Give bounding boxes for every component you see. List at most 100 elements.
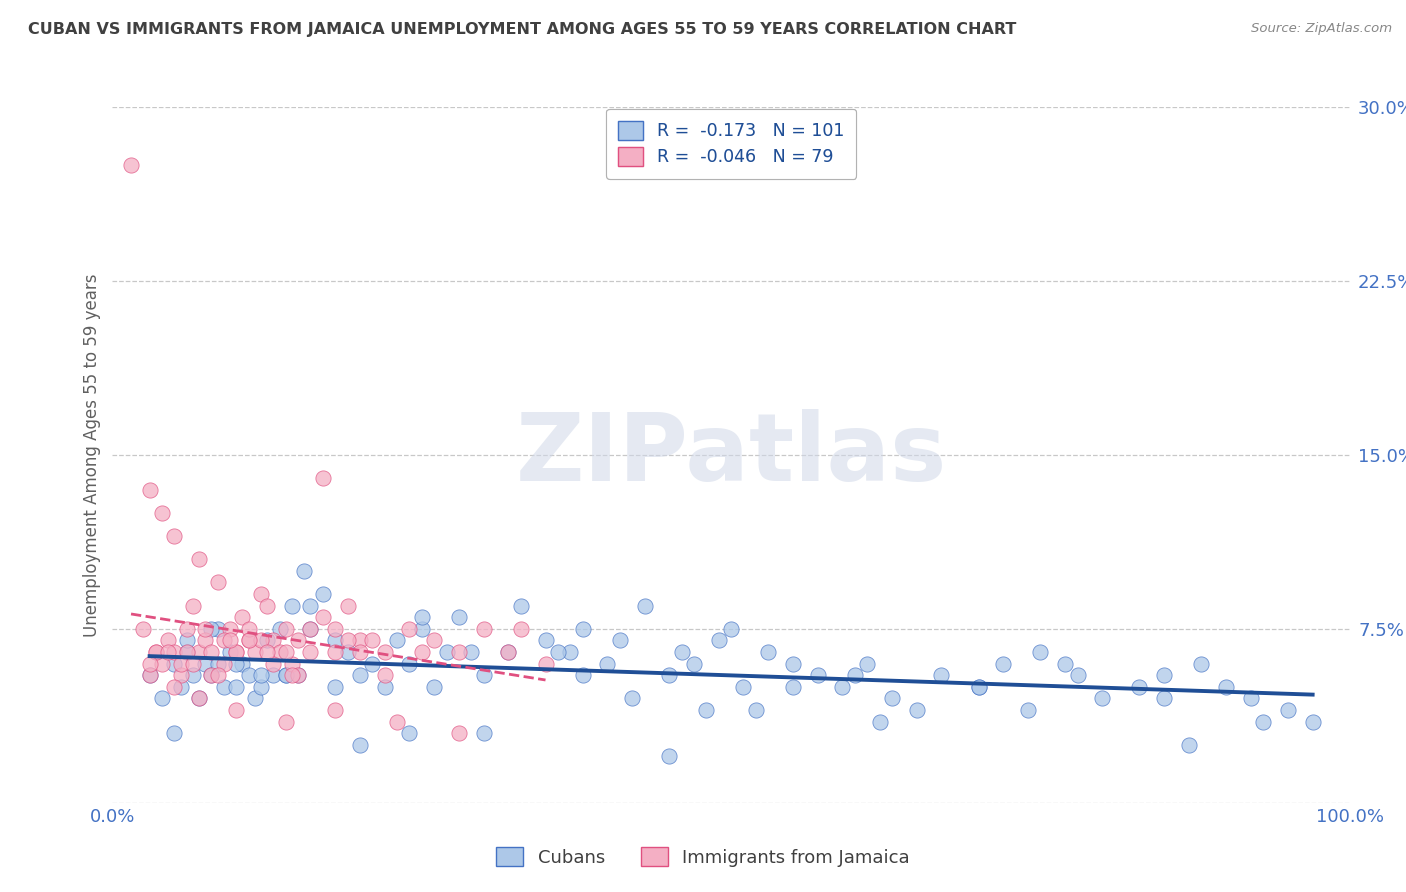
Point — [782, 657, 804, 671]
Point — [163, 726, 186, 740]
Point — [262, 633, 284, 648]
Point — [219, 645, 242, 659]
Point — [398, 726, 420, 740]
Point — [225, 645, 247, 659]
Point — [188, 691, 211, 706]
Point — [560, 645, 582, 659]
Point — [200, 622, 222, 636]
Point — [1215, 680, 1237, 694]
Point — [225, 703, 247, 717]
Point — [509, 622, 531, 636]
Point — [807, 668, 830, 682]
Point — [436, 645, 458, 659]
Point — [1240, 691, 1263, 706]
Point — [176, 622, 198, 636]
Point — [181, 657, 204, 671]
Text: ZIPatlas: ZIPatlas — [516, 409, 946, 501]
Point — [145, 645, 167, 659]
Point — [194, 622, 217, 636]
Point — [281, 599, 304, 613]
Point — [831, 680, 853, 694]
Point — [905, 703, 928, 717]
Point — [176, 645, 198, 659]
Point — [609, 633, 631, 648]
Point — [138, 657, 160, 671]
Point — [1091, 691, 1114, 706]
Point — [782, 680, 804, 694]
Point — [658, 749, 681, 764]
Point — [138, 483, 160, 497]
Point — [163, 657, 186, 671]
Point — [200, 668, 222, 682]
Point — [374, 668, 396, 682]
Point — [880, 691, 903, 706]
Point — [207, 575, 229, 590]
Point — [188, 691, 211, 706]
Point — [157, 645, 180, 659]
Point — [423, 680, 446, 694]
Point — [292, 564, 315, 578]
Point — [312, 471, 335, 485]
Point — [411, 622, 433, 636]
Point — [472, 622, 495, 636]
Point — [707, 633, 730, 648]
Point — [287, 633, 309, 648]
Point — [287, 668, 309, 682]
Point — [163, 529, 186, 543]
Point — [312, 610, 335, 624]
Point — [398, 657, 420, 671]
Point — [869, 714, 891, 729]
Text: Source: ZipAtlas.com: Source: ZipAtlas.com — [1251, 22, 1392, 36]
Point — [225, 645, 247, 659]
Point — [1153, 691, 1175, 706]
Legend: Cubans, Immigrants from Jamaica: Cubans, Immigrants from Jamaica — [489, 840, 917, 874]
Point — [231, 657, 253, 671]
Point — [120, 158, 142, 172]
Point — [138, 668, 160, 682]
Point — [349, 668, 371, 682]
Point — [256, 599, 278, 613]
Point — [281, 657, 304, 671]
Point — [212, 680, 235, 694]
Point — [423, 633, 446, 648]
Point — [931, 668, 953, 682]
Point — [756, 645, 779, 659]
Point — [336, 599, 359, 613]
Point — [200, 668, 222, 682]
Point — [336, 633, 359, 648]
Point — [498, 645, 520, 659]
Point — [534, 633, 557, 648]
Point — [1189, 657, 1212, 671]
Point — [269, 622, 291, 636]
Point — [181, 668, 204, 682]
Point — [212, 633, 235, 648]
Point — [323, 622, 346, 636]
Point — [398, 622, 420, 636]
Point — [238, 668, 260, 682]
Point — [534, 657, 557, 671]
Point — [256, 633, 278, 648]
Point — [1054, 657, 1077, 671]
Point — [207, 657, 229, 671]
Y-axis label: Unemployment Among Ages 55 to 59 years: Unemployment Among Ages 55 to 59 years — [83, 273, 101, 637]
Point — [720, 622, 742, 636]
Point — [411, 610, 433, 624]
Point — [323, 633, 346, 648]
Point — [238, 622, 260, 636]
Point — [176, 645, 198, 659]
Point — [243, 691, 266, 706]
Point — [460, 645, 482, 659]
Point — [250, 587, 273, 601]
Point — [683, 657, 706, 671]
Point — [447, 726, 470, 740]
Point — [1178, 738, 1201, 752]
Point — [274, 668, 297, 682]
Point — [274, 714, 297, 729]
Point — [374, 645, 396, 659]
Point — [163, 680, 186, 694]
Point — [1277, 703, 1299, 717]
Point — [385, 714, 408, 729]
Point — [138, 668, 160, 682]
Point — [509, 599, 531, 613]
Point — [194, 633, 217, 648]
